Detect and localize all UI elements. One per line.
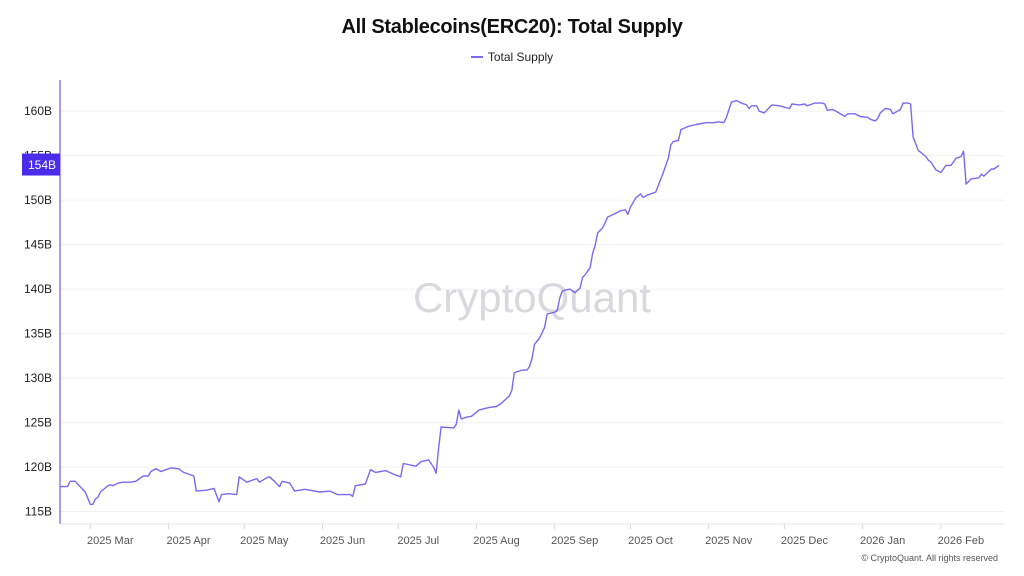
legend-swatch-total-supply bbox=[470, 56, 483, 58]
x-tick-label: 2025 Nov bbox=[705, 535, 753, 547]
watermark: CryptoQuant bbox=[413, 274, 651, 321]
x-tick-label: 2025 May bbox=[240, 535, 289, 547]
y-tick-label: 135B bbox=[24, 327, 52, 341]
x-tick-label: 2026 Jan bbox=[860, 535, 905, 547]
current-value-label: 154B bbox=[28, 158, 56, 172]
y-tick-label: 145B bbox=[24, 238, 52, 252]
y-tick-label: 115B bbox=[25, 505, 52, 519]
x-tick-label: 2026 Feb bbox=[938, 535, 984, 547]
x-tick-label: 2025 Jul bbox=[397, 535, 439, 547]
legend-label-total-supply[interactable]: Total Supply bbox=[487, 50, 554, 64]
copyright-notice: © CryptoQuant. All rights reserved bbox=[861, 553, 998, 563]
y-tick-label: 140B bbox=[24, 282, 52, 296]
x-tick-label: 2025 Apr bbox=[167, 535, 211, 547]
x-tick-label: 2025 Oct bbox=[628, 535, 673, 547]
x-tick-label: 2025 Dec bbox=[781, 535, 829, 547]
legend: Total Supply bbox=[0, 50, 1024, 64]
y-tick-label: 150B bbox=[24, 193, 52, 207]
x-tick-label: 2025 Jun bbox=[320, 535, 365, 547]
y-tick-label: 160B bbox=[24, 104, 52, 118]
current-value-badge: 154B bbox=[22, 153, 60, 176]
y-tick-label: 120B bbox=[24, 460, 52, 474]
chart-title: All Stablecoins(ERC20): Total Supply bbox=[341, 16, 683, 38]
y-tick-label: 130B bbox=[24, 371, 52, 385]
x-tick-label: 2025 Sep bbox=[551, 535, 598, 547]
y-tick-label: 125B bbox=[24, 416, 52, 430]
x-tick-label: 2025 Mar bbox=[87, 535, 134, 547]
x-tick-label: 2025 Aug bbox=[473, 535, 520, 547]
series-line-total-supply[interactable] bbox=[60, 99, 1000, 506]
current-value-badge-bg bbox=[22, 153, 60, 176]
